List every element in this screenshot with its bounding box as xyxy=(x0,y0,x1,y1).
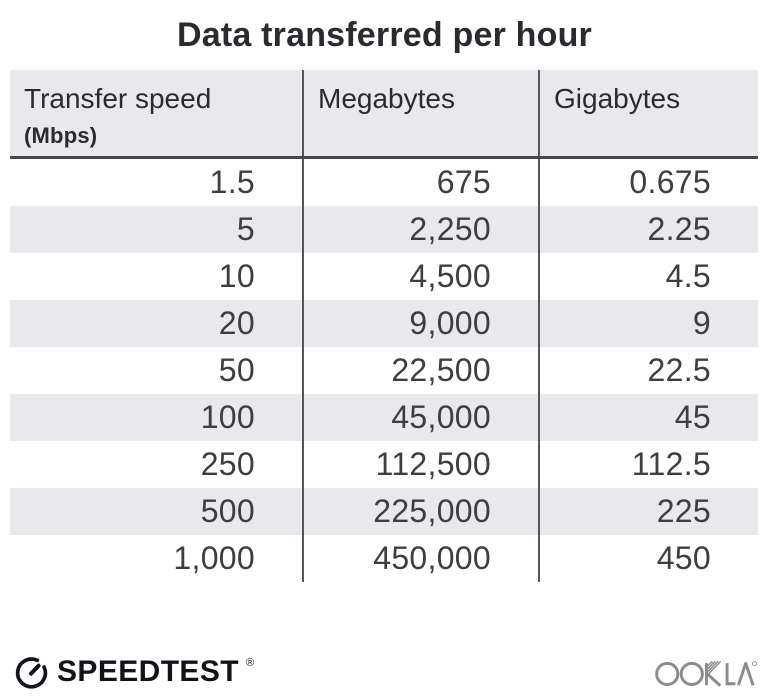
cell-megabytes: 225,000 xyxy=(302,488,538,535)
cell-gigabytes: 112.5 xyxy=(538,441,758,488)
table-row: 1,000 450,000 450 xyxy=(10,535,758,582)
speedtest-gauge-icon xyxy=(13,653,50,691)
column-header-label: Gigabytes xyxy=(554,83,681,114)
footer: SPEEDTEST ® OOKLA ® xyxy=(13,650,757,694)
cell-gigabytes: 0.675 xyxy=(538,159,758,206)
cell-transfer-speed: 500 xyxy=(200,493,255,529)
cell-transfer-speed: 5 xyxy=(236,211,255,247)
cell-transfer-speed: 100 xyxy=(200,399,255,435)
ookla-logo: OOKLA ® xyxy=(655,655,757,689)
cell-transfer-speed: 20 xyxy=(218,305,255,341)
cell-gigabytes: 2.25 xyxy=(538,206,758,253)
cell-megabytes: 45,000 xyxy=(302,394,538,441)
column-header-unit: (Mbps) xyxy=(24,123,98,148)
cell-transfer-speed: 1.5 xyxy=(209,164,255,200)
table-row: 10 4,500 4.5 xyxy=(10,253,758,300)
cell-transfer-speed: 10 xyxy=(218,258,255,294)
table-header-row: Transfer speed (Mbps) Megabytes Gigabyte… xyxy=(10,70,758,159)
cell-gigabytes: 4.5 xyxy=(538,253,758,300)
speedtest-wordmark: SPEEDTEST xyxy=(57,655,239,688)
table-row: 100 45,000 45 xyxy=(10,394,758,441)
column-header-transfer-speed: Transfer speed (Mbps) xyxy=(10,70,302,156)
table-row: 5 2,250 2.25 xyxy=(10,206,758,253)
speedtest-logo: SPEEDTEST ® xyxy=(13,653,254,691)
cell-megabytes: 4,500 xyxy=(302,253,538,300)
cell-megabytes: 2,250 xyxy=(302,206,538,253)
table-row: 50 22,500 22.5 xyxy=(10,347,758,394)
cell-megabytes: 112,500 xyxy=(302,441,538,488)
table-row: 500 225,000 225 xyxy=(10,488,758,535)
data-table: Transfer speed (Mbps) Megabytes Gigabyte… xyxy=(10,70,758,582)
cell-gigabytes: 22.5 xyxy=(538,347,758,394)
cell-gigabytes: 9 xyxy=(538,300,758,347)
cell-megabytes: 675 xyxy=(302,159,538,206)
cell-gigabytes: 450 xyxy=(538,535,758,582)
cell-transfer-speed: 250 xyxy=(200,446,255,482)
table-row: 20 9,000 9 xyxy=(10,300,758,347)
column-header-label: Transfer speed xyxy=(24,83,212,114)
table-row: 250 112,500 112.5 xyxy=(10,441,758,488)
cell-megabytes: 9,000 xyxy=(302,300,538,347)
column-header-megabytes: Megabytes xyxy=(302,70,538,156)
cell-gigabytes: 225 xyxy=(538,488,758,535)
column-header-label: Megabytes xyxy=(318,83,455,114)
cell-megabytes: 22,500 xyxy=(302,347,538,394)
cell-gigabytes: 45 xyxy=(538,394,758,441)
cell-transfer-speed: 1,000 xyxy=(173,540,255,576)
page-title: Data transferred per hour xyxy=(177,16,592,54)
column-header-gigabytes: Gigabytes xyxy=(538,70,758,156)
table-body: 1.5 675 0.675 5 2,250 2.25 10 4,500 4.5 … xyxy=(10,159,758,582)
table-row: 1.5 675 0.675 xyxy=(10,159,758,206)
ookla-wordmark xyxy=(655,660,757,687)
speedtest-registered-mark: ® xyxy=(245,657,255,669)
cell-megabytes: 450,000 xyxy=(302,535,538,582)
cell-transfer-speed: 50 xyxy=(218,352,255,388)
